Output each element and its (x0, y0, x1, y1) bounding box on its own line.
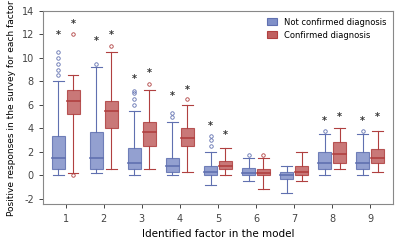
FancyBboxPatch shape (280, 172, 293, 179)
Text: *: * (94, 36, 99, 46)
FancyBboxPatch shape (104, 101, 118, 128)
FancyBboxPatch shape (166, 157, 179, 172)
Text: *: * (109, 30, 114, 40)
Text: *: * (170, 91, 175, 101)
FancyBboxPatch shape (295, 166, 308, 175)
Text: *: * (223, 130, 228, 140)
FancyBboxPatch shape (181, 128, 194, 146)
FancyBboxPatch shape (318, 152, 331, 169)
Text: *: * (56, 30, 61, 40)
Text: *: * (71, 18, 76, 29)
FancyBboxPatch shape (204, 166, 217, 175)
Text: *: * (375, 112, 380, 122)
Text: *: * (208, 121, 213, 131)
FancyBboxPatch shape (371, 149, 384, 163)
Text: *: * (360, 116, 365, 126)
Text: *: * (185, 85, 190, 95)
Text: *: * (132, 74, 137, 84)
FancyBboxPatch shape (257, 169, 270, 175)
Y-axis label: Positive responses in the survey for each factor: Positive responses in the survey for eac… (7, 0, 16, 215)
X-axis label: Identified factor in the model: Identified factor in the model (142, 229, 294, 239)
FancyBboxPatch shape (66, 90, 80, 114)
FancyBboxPatch shape (52, 137, 65, 169)
Text: *: * (337, 112, 342, 122)
FancyBboxPatch shape (219, 161, 232, 169)
FancyBboxPatch shape (90, 132, 103, 169)
FancyBboxPatch shape (143, 122, 156, 146)
FancyBboxPatch shape (356, 152, 370, 169)
Legend: Not confirmed diagnosis, Confirmed diagnosis: Not confirmed diagnosis, Confirmed diagn… (265, 15, 389, 42)
FancyBboxPatch shape (128, 148, 141, 169)
FancyBboxPatch shape (242, 168, 255, 175)
Text: *: * (322, 116, 327, 126)
FancyBboxPatch shape (333, 142, 346, 163)
Text: *: * (147, 68, 152, 78)
